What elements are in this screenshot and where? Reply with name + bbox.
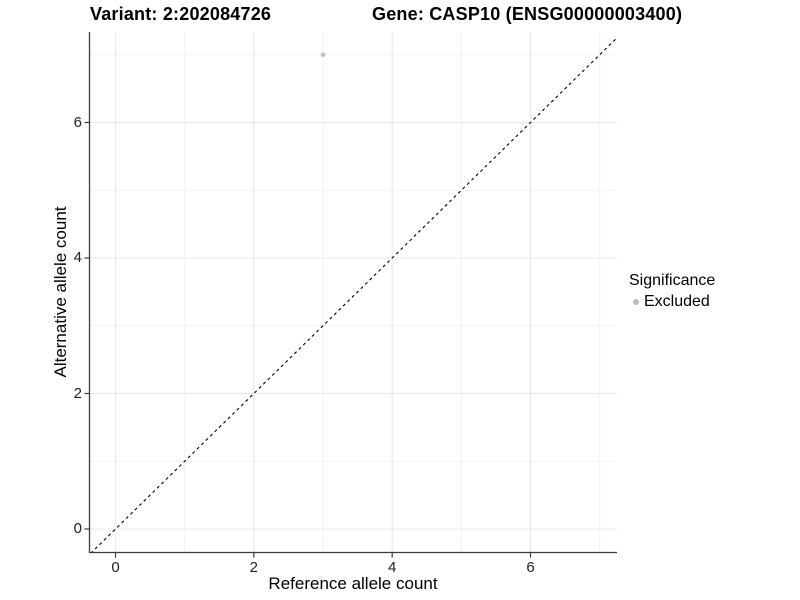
x-tick-label: 0 — [111, 559, 120, 576]
legend-key-point-icon — [633, 299, 639, 305]
legend-item-label: Excluded — [644, 293, 710, 310]
x-tick-label: 2 — [249, 559, 258, 576]
x-axis-title: Reference allele count — [268, 574, 438, 593]
data-point — [320, 52, 326, 58]
y-tick-label: 0 — [73, 520, 82, 537]
plot-title-gene: Gene: CASP10 (ENSG00000003400) — [372, 4, 683, 24]
y-tick-label: 6 — [73, 113, 82, 131]
legend: Significance Excluded — [629, 271, 715, 311]
x-tick-label: 6 — [526, 559, 535, 576]
x-tick-label: 4 — [388, 559, 397, 576]
plot-title-variant: Variant: 2:202084726 — [90, 4, 272, 24]
legend-title: Significance — [629, 272, 716, 289]
legend-item-excluded: Excluded — [629, 293, 715, 311]
y-tick-label: 2 — [73, 384, 82, 402]
identity-line — [90, 37, 617, 553]
y-axis-title: Alternative allele count — [51, 206, 70, 378]
y-tick-label: 4 — [73, 249, 82, 266]
